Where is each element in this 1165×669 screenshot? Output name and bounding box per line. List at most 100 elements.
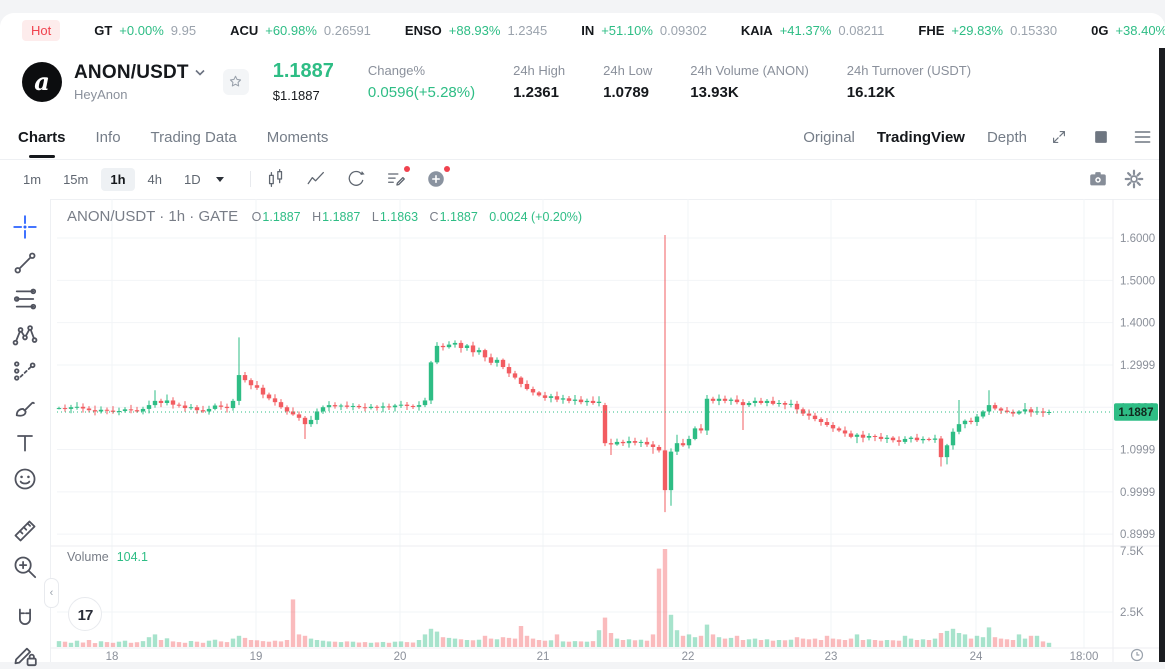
svg-text:23: 23 xyxy=(825,651,838,662)
xabcd-pattern-icon xyxy=(12,325,38,346)
timezone-clock-icon xyxy=(1130,648,1144,662)
header-stats: 24h High 1.2361 24h Low 1.0789 24h Volume (A… xyxy=(475,63,971,101)
ticker-bar: Hot GT +0.00% 9.95 ACU +60.98% 0.26591 ENSO +88… xyxy=(0,13,1165,48)
open-value: 1.1887 xyxy=(262,210,301,224)
replay-icon xyxy=(348,170,365,186)
pair-selector[interactable]: ANON/USDT xyxy=(74,62,205,84)
candles xyxy=(56,235,1052,513)
sidebar-collapse-handle[interactable]: ‹ xyxy=(44,578,59,608)
magnet-icon xyxy=(19,608,31,625)
star-icon xyxy=(230,75,242,87)
pair-header: a ANON/USDT HeyAnon 1.1887 $1.1887 Chang… xyxy=(0,48,1155,115)
tool-brush[interactable] xyxy=(11,393,39,421)
price-chart[interactable]: 1.60001.50001.40001.29991.19991.09990.99… xyxy=(50,199,1165,662)
svg-text:0.8999: 0.8999 xyxy=(1120,529,1155,541)
panel-icon xyxy=(1095,131,1107,143)
panel-button[interactable] xyxy=(1091,127,1111,147)
view-tradingview[interactable]: TradingView xyxy=(876,128,965,146)
tool-cursor-crosshair[interactable] xyxy=(11,213,39,241)
menu-icon xyxy=(1134,131,1151,143)
replay-button[interactable] xyxy=(345,168,367,190)
volume-bars xyxy=(56,549,1052,647)
ruler-icon xyxy=(14,520,36,542)
ticker-item-in[interactable]: IN +51.10% 0.09302 xyxy=(581,23,707,38)
brush-icon xyxy=(15,401,35,417)
svg-text:1.0999: 1.0999 xyxy=(1120,445,1155,457)
change-label: Change% xyxy=(367,62,426,78)
expand-button[interactable] xyxy=(1049,127,1069,147)
tool-magnet[interactable] xyxy=(11,605,39,633)
high-value: 1.1887 xyxy=(322,210,361,224)
svg-text:18:00: 18:00 xyxy=(1070,651,1099,662)
ticker-item-kaia[interactable]: KAIA +41.37% 0.08211 xyxy=(740,23,885,38)
ticker-items: GT +0.00% 9.95 ACU +60.98% 0.26591 ENSO +88.93%… xyxy=(94,23,1165,38)
tool-trend-line[interactable] xyxy=(11,249,39,277)
script-icon xyxy=(387,173,405,186)
chart-style-button[interactable] xyxy=(265,168,287,190)
script-button[interactable] xyxy=(385,166,410,190)
tab-charts[interactable]: Charts xyxy=(18,117,66,158)
view-original[interactable]: Original xyxy=(803,128,855,146)
tool-ruler[interactable] xyxy=(11,517,39,545)
zoom-in-icon xyxy=(14,556,37,579)
chart-toolbar: 1m 15m 1h 4h 1D xyxy=(0,159,1165,200)
svg-text:1.4000: 1.4000 xyxy=(1120,318,1155,330)
emoji-icon xyxy=(14,468,36,490)
ticker-item-gt[interactable]: GT +0.00% 9.95 xyxy=(94,23,197,38)
svg-text:22: 22 xyxy=(682,651,695,662)
ticker-item-enso[interactable]: ENSO +88.93% 1.2345 xyxy=(404,23,548,38)
chart-style-icon xyxy=(268,169,282,187)
timeframe-1d[interactable]: 1D xyxy=(184,171,201,187)
close-value: 1.1887 xyxy=(439,210,478,224)
tab-info[interactable]: Info xyxy=(95,128,121,146)
add-indicator-button[interactable] xyxy=(425,166,450,190)
ticker-item-0g[interactable]: 0G+38.40%1.1899 xyxy=(1091,23,1165,38)
svg-text:17: 17 xyxy=(78,607,93,624)
hot-badge[interactable]: Hot xyxy=(22,20,61,41)
camera-button[interactable] xyxy=(1087,168,1109,190)
stat-24h-low: 24h Low 1.0789 xyxy=(603,62,653,101)
ticker-item-acu[interactable]: ACU +60.98% 0.26591 xyxy=(230,23,371,38)
tool-text-tool[interactable] xyxy=(11,429,39,457)
change-value: 0.0024 (+0.20%) xyxy=(489,210,583,224)
forecast-icon xyxy=(14,361,36,381)
timeframe-1m[interactable]: 1m xyxy=(23,171,42,187)
tool-zoom-in[interactable] xyxy=(11,553,39,581)
tool-xabcd-pattern[interactable] xyxy=(11,321,39,349)
svg-text:1.2999: 1.2999 xyxy=(1120,360,1155,372)
right-panel-edge[interactable] xyxy=(1159,48,1165,662)
time-axis: 18 19 20 21 22 23 24 18:00 xyxy=(106,651,1099,662)
change-value: 0.0596(+5.28%) xyxy=(367,83,476,101)
svg-text:1.1887: 1.1887 xyxy=(1118,407,1153,419)
timeframe-15m[interactable]: 15m xyxy=(63,171,89,187)
toolbar-divider xyxy=(249,171,251,187)
chart-settings-button[interactable] xyxy=(1123,168,1145,190)
timeframe-1h[interactable]: 1h xyxy=(101,167,135,191)
tab-trading-data[interactable]: Trading Data xyxy=(150,128,237,146)
chart-settings-icon xyxy=(1124,169,1144,189)
add-indicator-icon xyxy=(427,171,444,187)
tool-forecast[interactable] xyxy=(11,357,39,385)
indicators-button[interactable] xyxy=(305,168,327,190)
view-depth[interactable]: Depth xyxy=(986,128,1027,146)
interval-dropdown-icon[interactable] xyxy=(215,176,224,182)
favorite-button[interactable] xyxy=(222,68,249,95)
notification-dot xyxy=(403,166,410,172)
current-price-badge: 1.1887 xyxy=(1114,403,1158,421)
svg-text:21: 21 xyxy=(537,651,550,662)
ohlc-legend: ANON/USDT · 1h · GATE O1.1887 H1.1887 L1… xyxy=(67,208,583,225)
ticker-item-fhe[interactable]: FHE +29.83% 0.15330 xyxy=(918,23,1058,38)
timeframe-4h[interactable]: 4h xyxy=(147,171,162,187)
cursor-crosshair-icon xyxy=(13,215,37,239)
tool-draw-lock[interactable] xyxy=(11,641,39,669)
tab-moments[interactable]: Moments xyxy=(266,128,329,146)
svg-text:1.5000: 1.5000 xyxy=(1120,275,1155,287)
pair-title: ANON/USDT xyxy=(74,61,189,83)
tool-fib-retracement[interactable] xyxy=(11,285,39,313)
svg-text:1.6000: 1.6000 xyxy=(1120,233,1155,245)
stat-24h-turnover-usdt-: 24h Turnover (USDT) 16.12K xyxy=(846,62,972,101)
menu-button[interactable] xyxy=(1133,127,1153,147)
tool-emoji[interactable] xyxy=(11,465,39,493)
trend-line-icon xyxy=(14,252,36,274)
drawing-toolbar xyxy=(0,199,51,667)
